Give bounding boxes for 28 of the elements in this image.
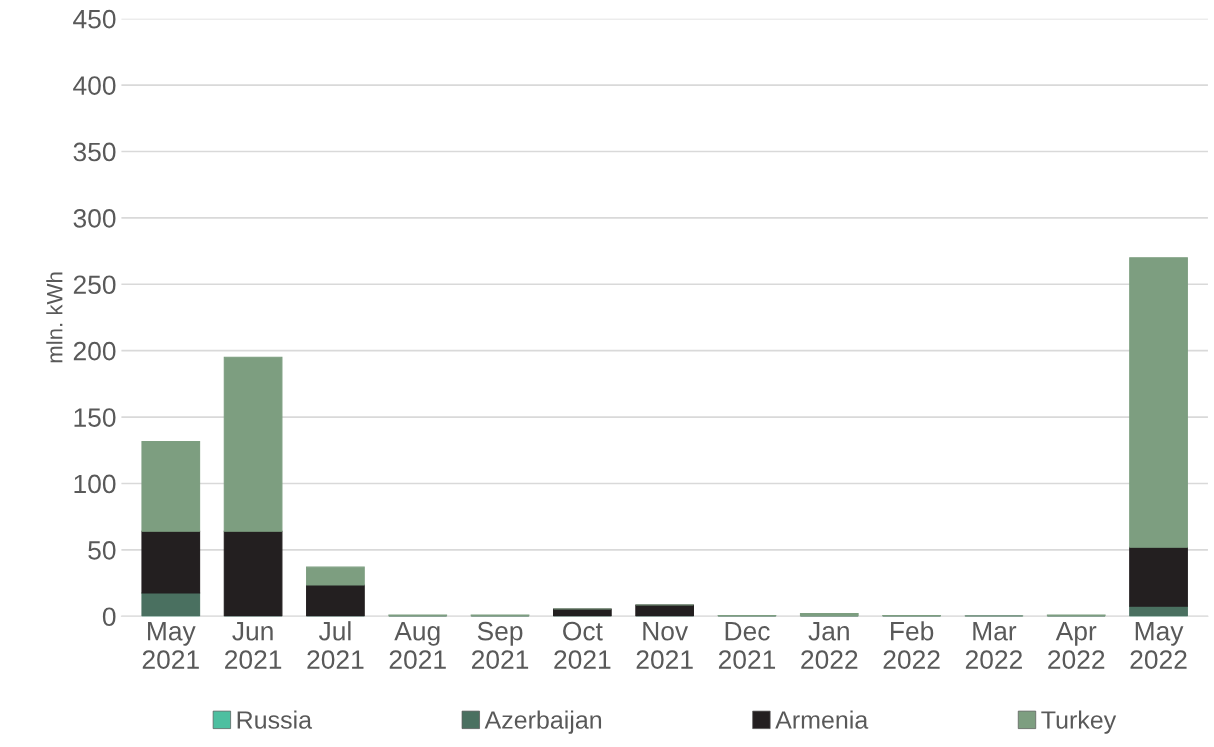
y-tick-label: 250 <box>73 275 116 295</box>
y-tick-label: 50 <box>88 541 116 560</box>
x-tick-label: Nov 2021 <box>636 622 693 669</box>
legend-label: Azerbaijan <box>484 710 602 734</box>
legend-label: Turkey <box>1041 710 1117 734</box>
x-tick-label: Jun 2021 <box>225 622 282 669</box>
x-tick-label: Dec 2021 <box>718 622 776 669</box>
legend-label: Armenia <box>775 710 869 729</box>
y-tick-label: 400 <box>73 76 116 95</box>
legend-label: Russia <box>237 710 313 729</box>
y-tick-label: 350 <box>73 142 116 162</box>
x-tick-label: Mar 2022 <box>965 622 1022 669</box>
x-tick-label: Oct 2021 <box>554 621 611 669</box>
x-tick-label: Apr 2022 <box>1048 622 1105 669</box>
x-tick-label: Aug 2021 <box>389 622 446 669</box>
x-tick-label: Jan 2022 <box>801 622 858 669</box>
x-tick-label: Sep 2021 <box>472 621 529 669</box>
x-tick-label: Jul 2021 <box>307 621 364 669</box>
y-axis-title: mln. kWh <box>46 272 63 363</box>
y-tick-label: 100 <box>74 474 116 494</box>
x-tick-label: Feb 2022 <box>883 621 940 669</box>
y-tick-label: 300 <box>73 209 116 228</box>
y-tick-label: 150 <box>74 408 116 427</box>
x-tick-label: May 2021 <box>142 622 199 669</box>
y-tick-label: 450 <box>73 9 116 29</box>
x-tick-label: May 2022 <box>1130 622 1187 669</box>
y-tick-label: 0 <box>102 607 116 627</box>
y-tick-label: 200 <box>73 341 116 361</box>
